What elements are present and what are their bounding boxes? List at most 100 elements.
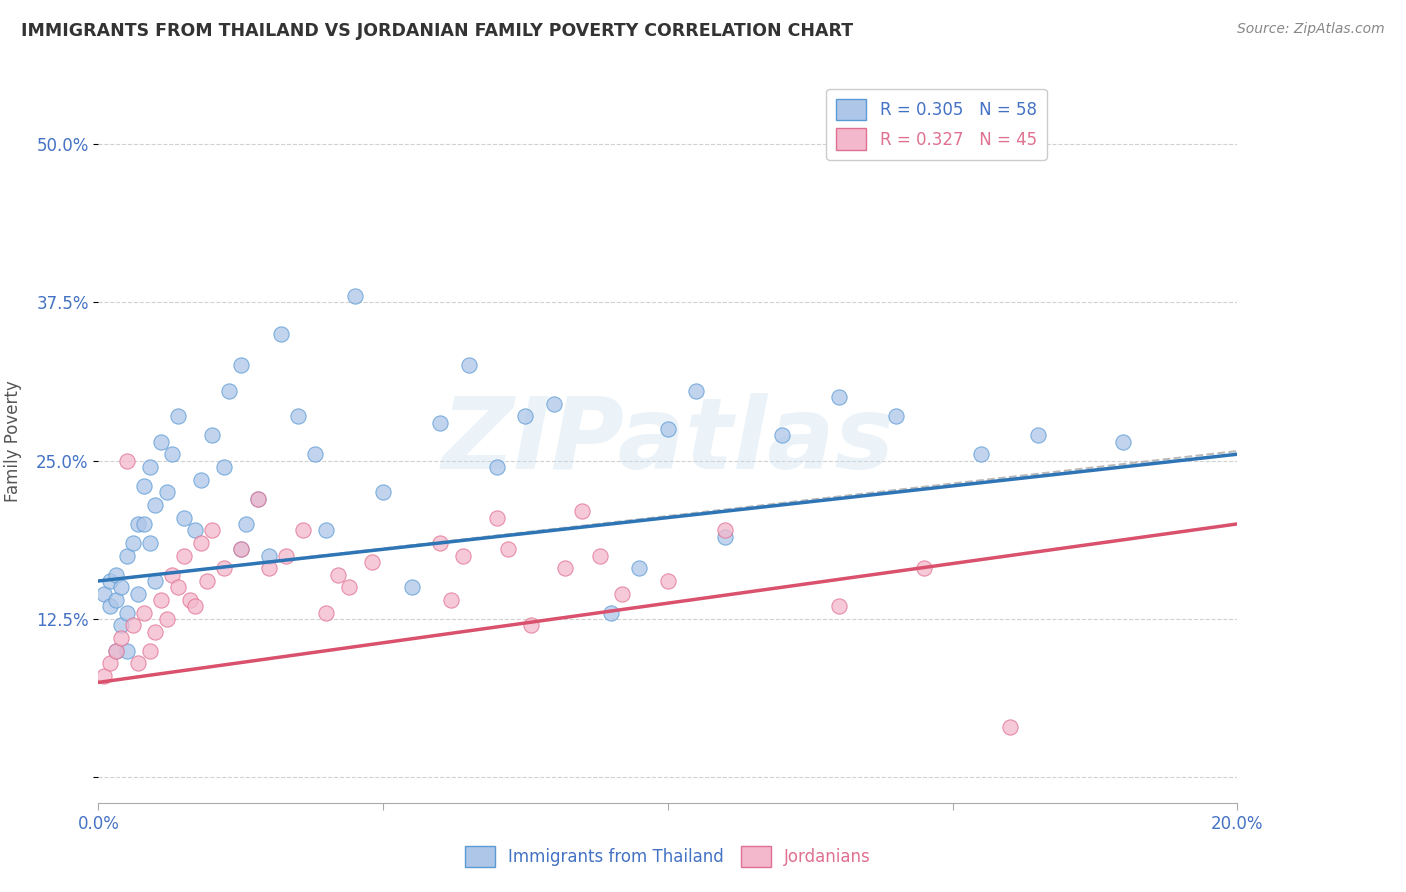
Point <box>588 549 610 563</box>
Point <box>173 510 195 524</box>
Point <box>98 657 121 671</box>
Point <box>127 657 149 671</box>
Point <box>912 561 935 575</box>
Point <box>201 523 224 537</box>
Point <box>115 606 138 620</box>
Point <box>218 384 240 398</box>
Point <box>190 473 212 487</box>
Point <box>520 618 543 632</box>
Point <box>1112 434 1135 449</box>
Point <box>554 561 576 575</box>
Point <box>212 459 235 474</box>
Point <box>292 523 315 537</box>
Text: IMMIGRANTS FROM THAILAND VS JORDANIAN FAMILY POVERTY CORRELATION CHART: IMMIGRANTS FROM THAILAND VS JORDANIAN FA… <box>21 22 853 40</box>
Point <box>104 643 127 657</box>
Point <box>451 549 474 563</box>
Point <box>628 561 651 575</box>
Point <box>93 669 115 683</box>
Point <box>373 485 395 500</box>
Point <box>115 453 138 467</box>
Point <box>486 510 509 524</box>
Point <box>98 574 121 588</box>
Point <box>714 530 737 544</box>
Point <box>156 485 179 500</box>
Point <box>104 643 127 657</box>
Point <box>326 567 349 582</box>
Point <box>246 491 269 506</box>
Y-axis label: Family Poverty: Family Poverty <box>4 381 22 502</box>
Point <box>457 359 479 373</box>
Point <box>93 587 115 601</box>
Point <box>132 516 155 531</box>
Point <box>156 612 179 626</box>
Point <box>714 523 737 537</box>
Point <box>612 587 634 601</box>
Point <box>121 618 143 632</box>
Point <box>304 447 326 461</box>
Point <box>259 561 281 575</box>
Point <box>884 409 907 424</box>
Point <box>828 390 851 404</box>
Point <box>104 567 127 582</box>
Point <box>195 574 218 588</box>
Point <box>337 580 360 594</box>
Point <box>276 549 298 563</box>
Point <box>657 574 679 588</box>
Point <box>150 434 173 449</box>
Point <box>270 326 292 341</box>
Point <box>315 523 337 537</box>
Point <box>571 504 593 518</box>
Point <box>229 359 252 373</box>
Point <box>98 599 121 614</box>
Point <box>970 447 993 461</box>
Point <box>770 428 793 442</box>
Point <box>115 643 138 657</box>
Point <box>201 428 224 442</box>
Point <box>179 593 201 607</box>
Point <box>162 447 184 461</box>
Point <box>259 549 281 563</box>
Point <box>138 643 160 657</box>
Point <box>246 491 269 506</box>
Point <box>145 624 167 639</box>
Point <box>440 593 463 607</box>
Point <box>138 536 160 550</box>
Point <box>104 593 127 607</box>
Point <box>145 498 167 512</box>
Point <box>429 416 451 430</box>
Point <box>685 384 707 398</box>
Point <box>110 618 132 632</box>
Point <box>998 720 1021 734</box>
Point <box>498 542 520 557</box>
Point <box>235 516 257 531</box>
Point <box>127 516 149 531</box>
Point <box>150 593 173 607</box>
Point <box>1026 428 1049 442</box>
Point <box>343 289 366 303</box>
Point <box>401 580 423 594</box>
Point <box>212 561 235 575</box>
Point <box>138 459 160 474</box>
Point <box>190 536 212 550</box>
Point <box>543 396 565 410</box>
Point <box>167 580 190 594</box>
Text: Source: ZipAtlas.com: Source: ZipAtlas.com <box>1237 22 1385 37</box>
Point <box>145 574 167 588</box>
Point <box>287 409 309 424</box>
Point <box>132 606 155 620</box>
Point <box>828 599 851 614</box>
Point <box>127 587 149 601</box>
Point <box>110 631 132 645</box>
Point <box>229 542 252 557</box>
Point <box>315 606 337 620</box>
Point <box>184 523 207 537</box>
Point <box>184 599 207 614</box>
Point <box>115 549 138 563</box>
Point <box>657 422 679 436</box>
Point <box>515 409 537 424</box>
Point <box>600 606 623 620</box>
Point <box>229 542 252 557</box>
Point <box>167 409 190 424</box>
Point <box>429 536 451 550</box>
Point <box>173 549 195 563</box>
